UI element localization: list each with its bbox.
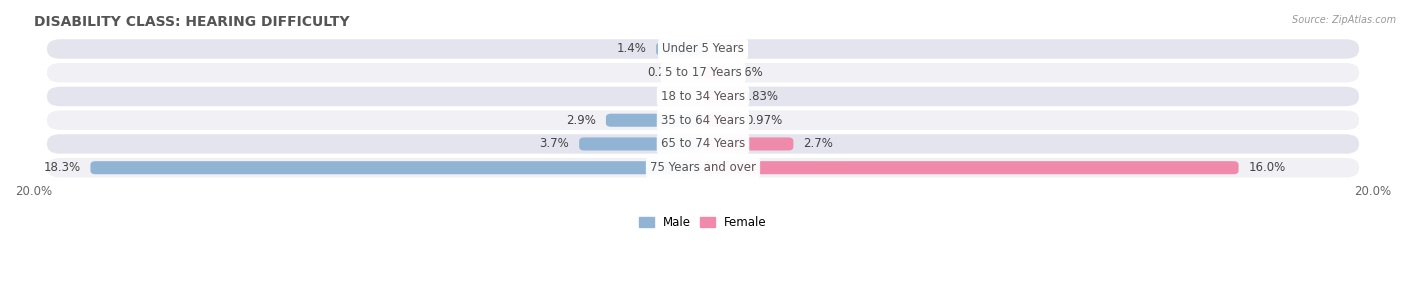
Text: 5 to 17 Years: 5 to 17 Years: [665, 66, 741, 79]
FancyBboxPatch shape: [703, 161, 1239, 174]
FancyBboxPatch shape: [606, 114, 703, 127]
FancyBboxPatch shape: [657, 43, 703, 55]
Text: 75 Years and over: 75 Years and over: [650, 161, 756, 174]
Text: Source: ZipAtlas.com: Source: ZipAtlas.com: [1292, 15, 1396, 25]
Text: 0.83%: 0.83%: [741, 90, 778, 103]
Text: 65 to 74 Years: 65 to 74 Years: [661, 137, 745, 151]
Text: 2.9%: 2.9%: [567, 114, 596, 127]
FancyBboxPatch shape: [703, 66, 723, 79]
Legend: Male, Female: Male, Female: [634, 211, 772, 233]
FancyBboxPatch shape: [703, 114, 735, 127]
FancyBboxPatch shape: [46, 110, 1360, 130]
Text: 0.97%: 0.97%: [745, 114, 783, 127]
Text: 1.4%: 1.4%: [616, 43, 647, 55]
FancyBboxPatch shape: [579, 137, 703, 151]
Text: 35 to 64 Years: 35 to 64 Years: [661, 114, 745, 127]
FancyBboxPatch shape: [703, 90, 731, 103]
Text: 0.6%: 0.6%: [733, 66, 763, 79]
FancyBboxPatch shape: [46, 87, 1360, 106]
FancyBboxPatch shape: [46, 39, 1360, 59]
Text: Under 5 Years: Under 5 Years: [662, 43, 744, 55]
FancyBboxPatch shape: [46, 158, 1360, 177]
Text: 16.0%: 16.0%: [1249, 161, 1286, 174]
FancyBboxPatch shape: [695, 66, 703, 79]
FancyBboxPatch shape: [90, 161, 703, 174]
FancyBboxPatch shape: [703, 137, 793, 151]
Text: 0.26%: 0.26%: [647, 66, 685, 79]
Text: 0.0%: 0.0%: [713, 43, 742, 55]
Text: 2.7%: 2.7%: [803, 137, 834, 151]
FancyBboxPatch shape: [46, 63, 1360, 82]
Text: 18 to 34 Years: 18 to 34 Years: [661, 90, 745, 103]
Text: 18.3%: 18.3%: [44, 161, 80, 174]
FancyBboxPatch shape: [46, 134, 1360, 154]
Text: 3.7%: 3.7%: [540, 137, 569, 151]
Text: 0.0%: 0.0%: [664, 90, 693, 103]
Text: DISABILITY CLASS: HEARING DIFFICULTY: DISABILITY CLASS: HEARING DIFFICULTY: [34, 15, 349, 29]
